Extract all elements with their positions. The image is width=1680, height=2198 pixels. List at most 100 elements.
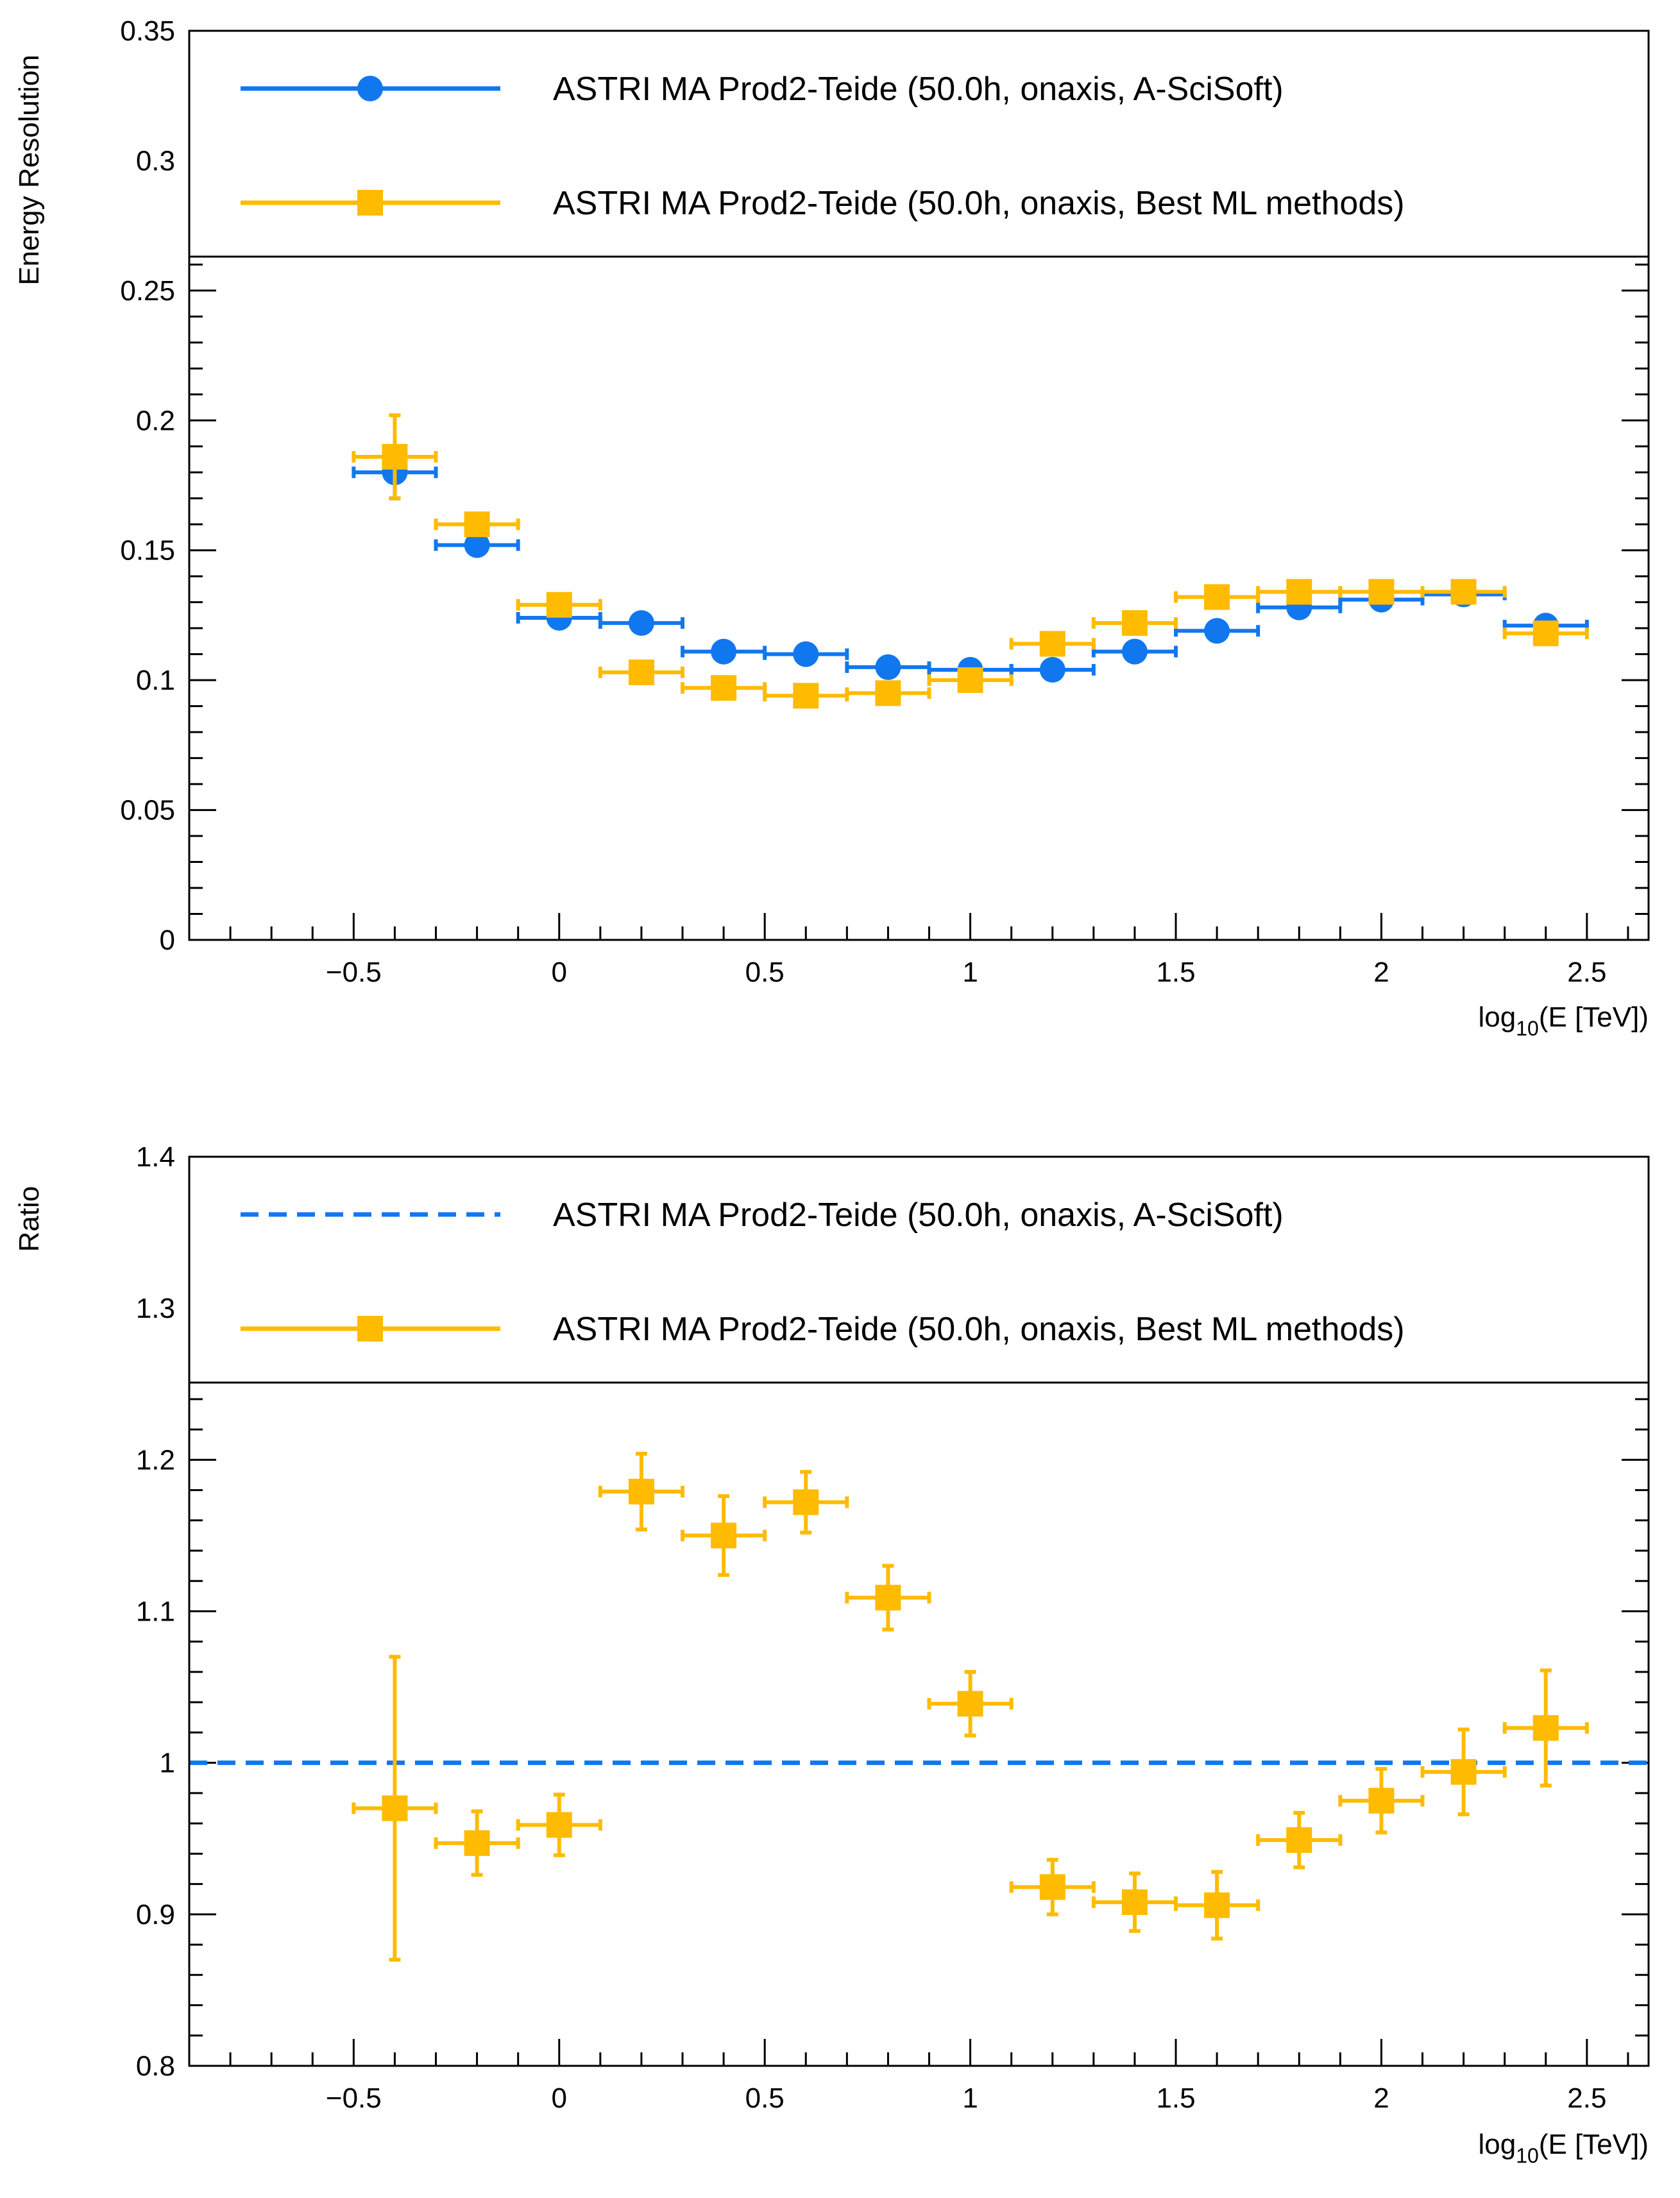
y-axis-title-ratio: Ratio bbox=[13, 1186, 45, 1252]
energy-resolution-series bbox=[352, 413, 1589, 709]
square-marker bbox=[1532, 620, 1559, 647]
square-marker bbox=[875, 1585, 901, 1611]
x-tick-label: 0.5 bbox=[745, 957, 785, 988]
ratio-series bbox=[189, 1451, 1649, 1962]
best-ml-point bbox=[1174, 584, 1260, 610]
square-marker bbox=[711, 675, 737, 701]
best-ml-point bbox=[681, 1494, 767, 1577]
square-marker bbox=[464, 511, 490, 538]
x-tick-label: 1.5 bbox=[1156, 2083, 1195, 2114]
a-scisoft-point bbox=[763, 641, 849, 667]
y-tick-label: 1.3 bbox=[136, 1293, 175, 1324]
square-marker bbox=[1121, 610, 1148, 636]
y-tick-label: 0.35 bbox=[120, 15, 175, 47]
circle-marker bbox=[875, 654, 901, 680]
y-tick-label: 1.4 bbox=[136, 1141, 175, 1173]
x-axis-title: log10(E [TeV]) bbox=[1479, 1001, 1649, 1040]
legend-label-best-ml-ratio: ASTRI MA Prod2-Teide (50.0h, onaxis, Bes… bbox=[553, 1311, 1405, 1348]
legend-label-a-scisoft-ratio: ASTRI MA Prod2-Teide (50.0h, onaxis, A-S… bbox=[553, 1197, 1284, 1234]
square-marker bbox=[1204, 584, 1230, 610]
x-axis-title-unit: (E [TeV]) bbox=[1539, 1001, 1649, 1033]
energy-resolution-legend-items: ASTRI MA Prod2-Teide (50.0h, onaxis, A-S… bbox=[241, 71, 1405, 222]
best-ml-point bbox=[845, 1563, 931, 1631]
square-marker bbox=[793, 1489, 819, 1515]
best-ml-point bbox=[1502, 1668, 1589, 1788]
square-marker bbox=[1532, 1715, 1559, 1741]
square-marker bbox=[1286, 1827, 1312, 1853]
square-marker bbox=[1450, 579, 1477, 605]
y-tick-label: 1.2 bbox=[136, 1444, 175, 1476]
legend-label-a-scisoft: ASTRI MA Prod2-Teide (50.0h, onaxis, A-S… bbox=[553, 71, 1284, 108]
y-tick-label: 0.15 bbox=[120, 535, 175, 567]
y-tick-label: 0.8 bbox=[136, 2050, 175, 2082]
circle-marker bbox=[1204, 618, 1230, 644]
square-marker bbox=[1450, 1759, 1477, 1785]
square-marker bbox=[957, 1691, 983, 1717]
best-ml-point bbox=[598, 1451, 685, 1531]
a-scisoft-point bbox=[681, 638, 767, 665]
x-tick-label: 2 bbox=[1373, 957, 1389, 988]
x-tick-label: 2.5 bbox=[1567, 2083, 1606, 2114]
square-marker bbox=[1286, 579, 1312, 605]
best-ml-point bbox=[1174, 1870, 1260, 1941]
square-marker bbox=[382, 1795, 408, 1821]
best-ml-point bbox=[1256, 579, 1343, 605]
x-axis-title-log: log bbox=[1479, 1001, 1516, 1033]
square-marker bbox=[1121, 1889, 1148, 1915]
x-tick-label: 0 bbox=[552, 2083, 567, 2114]
best-ml-point bbox=[352, 1655, 438, 1962]
a-scisoft-point bbox=[845, 654, 931, 680]
best-ml-point bbox=[1420, 579, 1507, 605]
x-tick-label: 2 bbox=[1373, 2083, 1389, 2114]
energy-resolution-legend bbox=[188, 30, 1650, 258]
x-tick-label: −0.5 bbox=[326, 957, 382, 988]
best-ml-point bbox=[434, 511, 520, 538]
square-marker bbox=[1368, 579, 1395, 605]
energy-resolution-panel: −0.5 0 0.5 1 1.5 2 2.5 0 0.05 0.1 0.15 0.2 0.25 0.3 0.… bbox=[13, 15, 1650, 1040]
ratio-legend-items: ASTRI MA Prod2-Teide (50.0h, onaxis, A-S… bbox=[241, 1197, 1405, 1348]
best-ml-point bbox=[845, 680, 931, 706]
circle-marker bbox=[793, 641, 819, 667]
square-marker bbox=[793, 683, 819, 709]
best-ml-point bbox=[1502, 620, 1589, 647]
circle-marker bbox=[711, 638, 737, 665]
best-ml-point bbox=[1256, 1810, 1343, 1870]
best-ml-point bbox=[352, 413, 438, 500]
square-marker bbox=[711, 1522, 737, 1549]
a-scisoft-point bbox=[1174, 618, 1260, 644]
best-ml-point bbox=[434, 1809, 520, 1877]
circle-marker bbox=[1039, 656, 1065, 683]
energy-resolution-axis-ticks: −0.5 0 0.5 1 1.5 2 2.5 0 0.05 0.1 0.15 0.2 0.25 0.3 0.… bbox=[120, 15, 1649, 988]
ratio-plot-frame bbox=[188, 1155, 1650, 2067]
best-ml-point bbox=[516, 592, 602, 618]
best-ml-point bbox=[927, 667, 1014, 694]
x-tick-label: 2.5 bbox=[1567, 957, 1606, 988]
y-tick-label: 0.05 bbox=[120, 795, 175, 826]
square-marker bbox=[628, 659, 654, 685]
y-tick-label: 0.3 bbox=[136, 145, 175, 176]
best-ml-point bbox=[1338, 579, 1425, 605]
x-axis-title-log-ratio: log bbox=[1479, 2129, 1516, 2160]
legend-swatch-square bbox=[357, 1316, 383, 1342]
best-ml-point bbox=[1420, 1727, 1507, 1816]
square-marker bbox=[382, 443, 408, 470]
best-ml-point bbox=[763, 1470, 849, 1535]
legend-label-best-ml: ASTRI MA Prod2-Teide (50.0h, onaxis, Bes… bbox=[553, 185, 1405, 222]
x-tick-label: 0.5 bbox=[745, 2083, 785, 2114]
ratio-legend bbox=[188, 1155, 1650, 1384]
square-marker bbox=[628, 1478, 654, 1504]
square-marker bbox=[1039, 631, 1065, 657]
circle-marker bbox=[628, 610, 654, 636]
a-scisoft-point bbox=[1009, 656, 1096, 683]
x-tick-label: 1 bbox=[962, 957, 978, 988]
best-ml-point bbox=[598, 659, 685, 685]
legend-swatch-circle bbox=[357, 76, 383, 101]
square-marker bbox=[546, 1812, 572, 1838]
x-tick-label: 0 bbox=[552, 957, 567, 988]
x-axis-title-subscript-ratio: 10 bbox=[1516, 2144, 1539, 2167]
best-ml-point bbox=[763, 683, 849, 709]
a-scisoft-point bbox=[1091, 638, 1178, 665]
energy-resolution-plot-frame bbox=[188, 30, 1650, 941]
